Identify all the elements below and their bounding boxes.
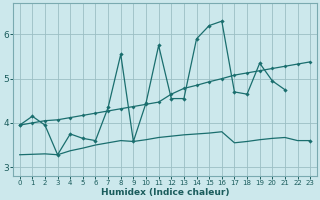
X-axis label: Humidex (Indice chaleur): Humidex (Indice chaleur) xyxy=(101,188,229,197)
